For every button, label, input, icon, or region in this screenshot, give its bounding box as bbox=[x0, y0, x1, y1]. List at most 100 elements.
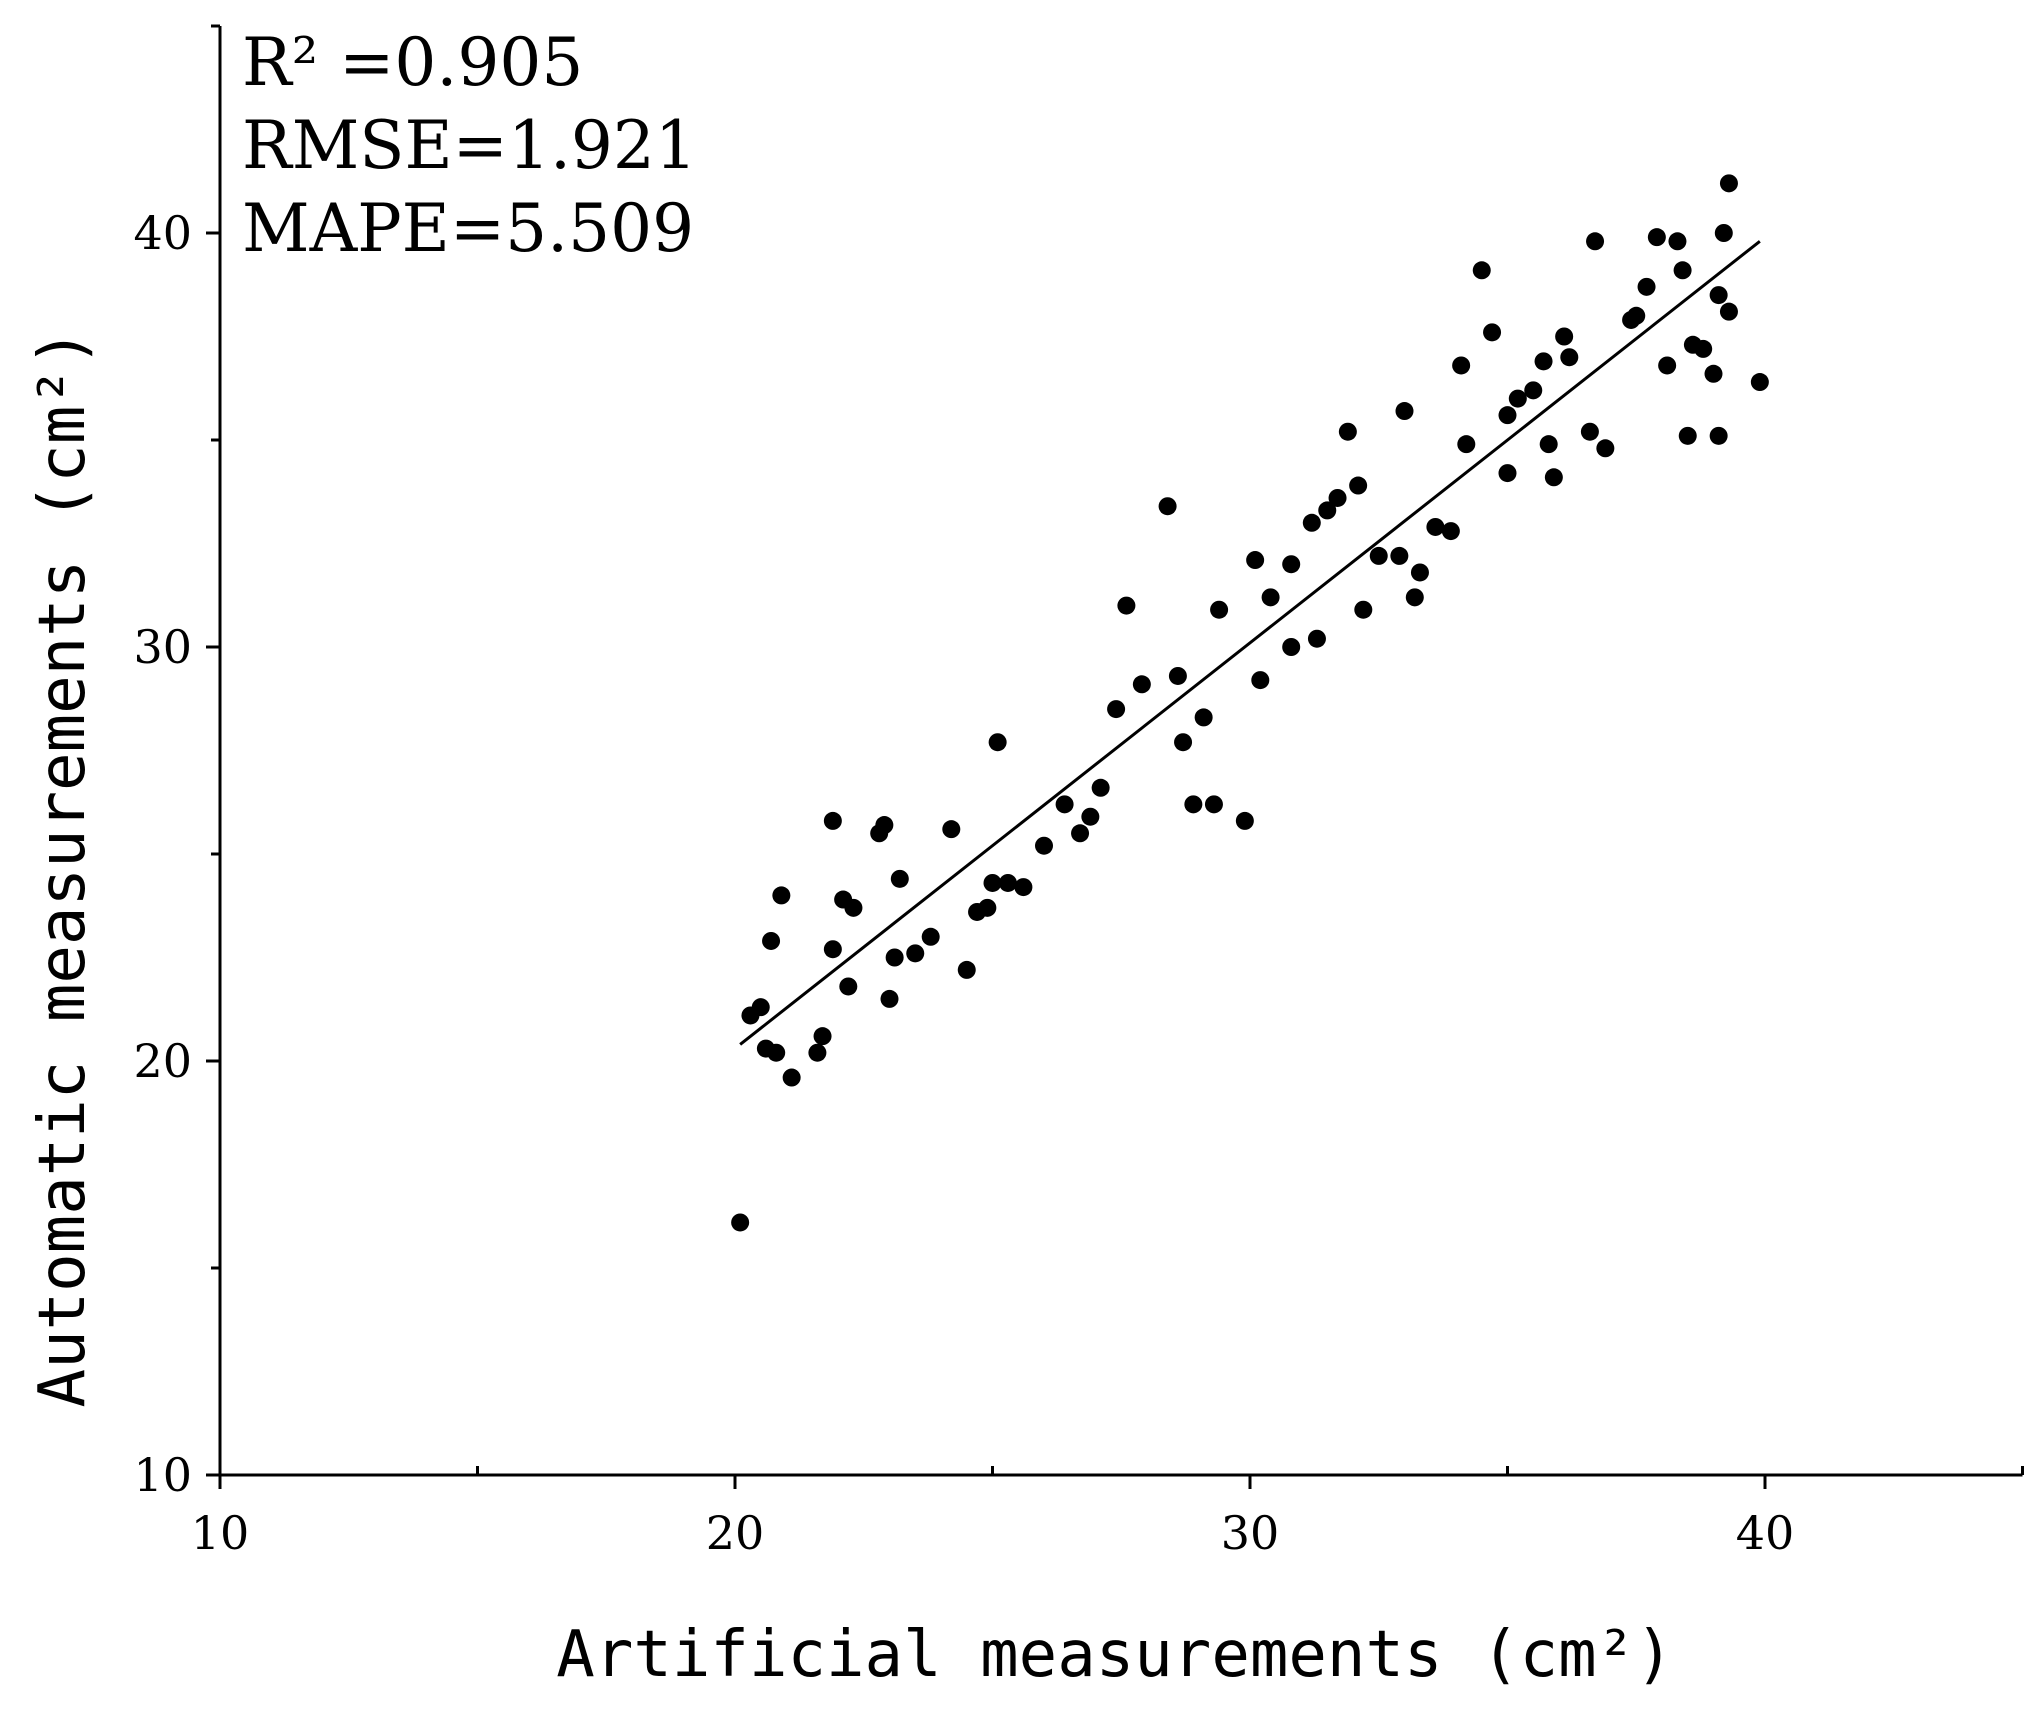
data-point bbox=[1251, 671, 1270, 690]
data-point bbox=[762, 931, 781, 950]
data-point bbox=[1524, 381, 1543, 400]
data-point bbox=[1055, 795, 1074, 814]
data-point bbox=[942, 820, 961, 839]
data-point bbox=[1184, 795, 1203, 814]
data-point bbox=[1369, 546, 1388, 565]
data-point bbox=[1282, 638, 1301, 656]
data-point bbox=[1410, 563, 1429, 582]
data-point bbox=[1302, 513, 1321, 532]
data-point bbox=[1472, 261, 1491, 280]
data-points bbox=[731, 174, 1769, 1232]
data-point bbox=[1560, 348, 1579, 367]
data-point bbox=[1158, 497, 1177, 516]
data-point bbox=[844, 898, 863, 917]
data-point bbox=[823, 811, 842, 830]
data-point bbox=[1457, 435, 1476, 454]
data-point bbox=[767, 1043, 786, 1062]
data-point bbox=[1282, 555, 1301, 574]
data-point bbox=[839, 977, 858, 996]
data-point bbox=[1694, 339, 1713, 358]
x-tick-label: 40 bbox=[1736, 1506, 1795, 1560]
data-point bbox=[1318, 501, 1337, 520]
data-point bbox=[1194, 708, 1213, 727]
data-point bbox=[983, 873, 1002, 892]
data-point bbox=[823, 940, 842, 959]
stats-annotations: R² =0.905 RMSE=1.921 MAPE=5.509 bbox=[242, 24, 697, 267]
data-point bbox=[1647, 228, 1666, 247]
data-point bbox=[1673, 261, 1692, 280]
annotation-mape: MAPE=5.509 bbox=[242, 190, 694, 267]
data-point bbox=[875, 816, 894, 835]
data-point bbox=[906, 944, 925, 963]
data-point bbox=[1328, 488, 1347, 507]
data-point bbox=[885, 948, 904, 967]
data-point bbox=[1441, 522, 1460, 541]
y-tick-label: 10 bbox=[133, 1448, 192, 1502]
data-point bbox=[998, 873, 1017, 892]
data-point bbox=[1508, 389, 1527, 408]
data-point bbox=[1235, 811, 1254, 830]
tick-labels: 10 20 30 40 10 20 30 40 bbox=[133, 206, 1794, 1560]
axes bbox=[218, 26, 2023, 1477]
data-point bbox=[1390, 546, 1409, 565]
annotation-r2: R² =0.905 bbox=[242, 24, 583, 101]
x-axis-title: Artificial measurements (cm²) bbox=[556, 1618, 1673, 1692]
data-point bbox=[808, 1043, 827, 1062]
data-point bbox=[1627, 306, 1646, 325]
fit-line bbox=[739, 240, 1761, 1046]
data-point bbox=[880, 989, 899, 1008]
data-point bbox=[1132, 675, 1151, 694]
data-point bbox=[1338, 422, 1357, 441]
data-point bbox=[1307, 629, 1326, 648]
data-point bbox=[1014, 878, 1033, 897]
data-point bbox=[1405, 588, 1424, 607]
x-tick-label: 20 bbox=[706, 1506, 765, 1560]
data-point bbox=[1498, 406, 1517, 425]
data-point bbox=[1719, 302, 1738, 321]
data-point bbox=[731, 1213, 750, 1232]
data-point bbox=[813, 1027, 832, 1046]
data-point bbox=[1704, 364, 1723, 383]
data-point bbox=[1261, 588, 1280, 607]
data-point bbox=[1586, 232, 1605, 251]
data-point bbox=[1107, 700, 1126, 719]
data-point bbox=[1719, 174, 1738, 193]
data-point bbox=[1483, 323, 1502, 342]
data-point bbox=[978, 898, 997, 917]
data-point bbox=[1426, 517, 1445, 536]
data-point bbox=[772, 886, 791, 905]
data-point bbox=[1678, 426, 1697, 445]
data-point bbox=[921, 927, 940, 946]
data-point bbox=[1117, 596, 1136, 615]
data-point bbox=[1168, 666, 1187, 685]
x-tick-label: 10 bbox=[191, 1506, 250, 1560]
y-axis-title: Automatic measurements (cm²) bbox=[26, 329, 100, 1408]
annotation-rmse: RMSE=1.921 bbox=[242, 107, 697, 184]
data-point bbox=[1750, 373, 1769, 392]
data-point bbox=[1534, 352, 1553, 371]
fit-line-group bbox=[739, 240, 1761, 1046]
data-point bbox=[1452, 356, 1471, 375]
data-point bbox=[957, 960, 976, 979]
data-point bbox=[1658, 356, 1677, 375]
data-point bbox=[1596, 439, 1615, 458]
y-tick-label: 40 bbox=[133, 206, 192, 260]
data-point bbox=[1035, 836, 1053, 855]
data-point bbox=[1498, 464, 1517, 483]
data-point bbox=[1539, 435, 1558, 454]
data-point bbox=[1210, 600, 1229, 619]
data-point bbox=[1544, 468, 1563, 487]
data-point bbox=[1709, 426, 1728, 445]
y-tick-label: 30 bbox=[133, 620, 192, 674]
data-point bbox=[1204, 795, 1223, 814]
data-point bbox=[1246, 551, 1265, 570]
data-point bbox=[1714, 224, 1733, 242]
data-point bbox=[1668, 232, 1687, 251]
data-point bbox=[1555, 327, 1574, 346]
data-point bbox=[1071, 824, 1090, 843]
tick-marks bbox=[206, 24, 2024, 1489]
data-point bbox=[1081, 807, 1100, 826]
data-point bbox=[1709, 286, 1728, 305]
data-point bbox=[988, 733, 1007, 752]
